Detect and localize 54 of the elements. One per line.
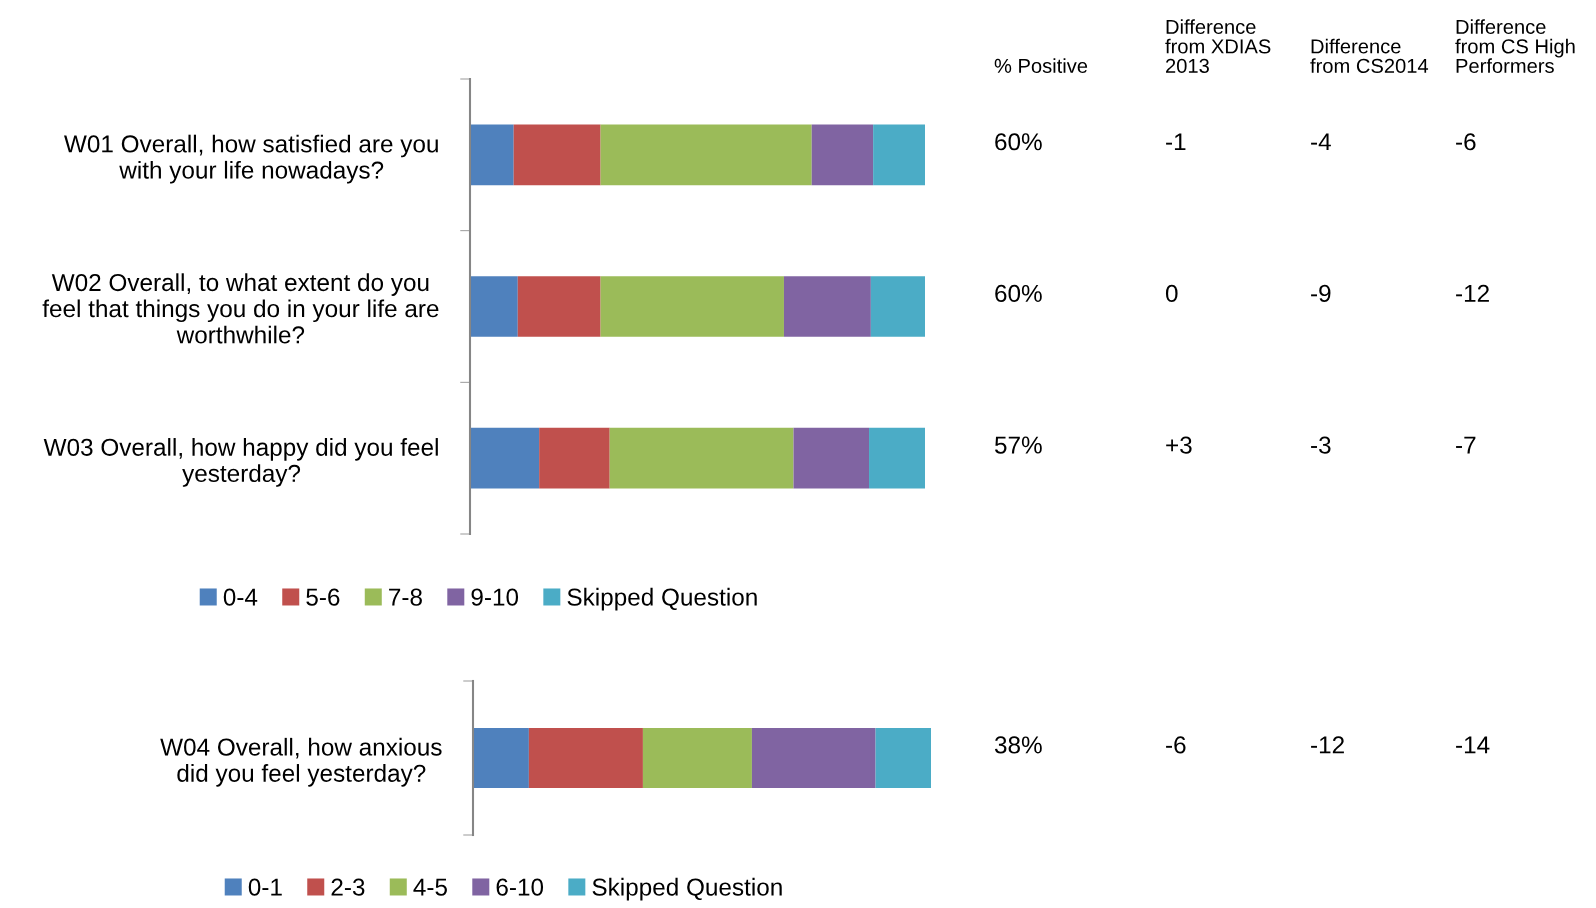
bar [470, 124, 514, 186]
text: -14 [1456, 736, 1490, 754]
category-label: Difference from XDIAS 2013 [1165, 19, 1271, 74]
y-tick-label: W04 Overall, how anxious did you feel yesterday? [160, 737, 442, 787]
legend-label: 0-4 [223, 588, 258, 606]
legend-label: 9-10 [471, 588, 519, 606]
text: -1 [1166, 133, 1186, 151]
bar [539, 427, 610, 489]
bar [528, 727, 643, 789]
category-label: % Positive [994, 58, 1088, 74]
legend-label: Skipped Question [567, 587, 757, 611]
bar [793, 427, 870, 489]
category-label: Difference from CS2014 [1310, 38, 1429, 74]
y-tick-label: W01 Overall, how satisfied are you with your life nowadays? [64, 134, 438, 184]
bar [642, 727, 752, 789]
legend-label: 7-8 [389, 588, 422, 606]
bar [470, 427, 540, 489]
text: 57% [994, 436, 1042, 454]
bar [600, 276, 784, 337]
legend-label: 4-5 [413, 878, 447, 896]
bar [751, 727, 876, 789]
bar [517, 276, 601, 337]
text: -6 [1456, 133, 1476, 151]
category-label: Difference from CS High Performers [1455, 19, 1575, 74]
legend-label: 6-10 [496, 878, 544, 896]
text: -4 [1311, 133, 1331, 151]
y-tick-label: W03 Overall, how happy did you feel yesterday? [43, 438, 438, 487]
bar [609, 427, 794, 489]
bar [869, 427, 925, 489]
text: 0 [1165, 284, 1178, 303]
legend-label: Skipped Question [592, 877, 782, 901]
legend-label: 5-6 [306, 588, 340, 606]
legend-label: 2-3 [331, 878, 365, 896]
bar [600, 124, 812, 186]
text: -6 [1166, 736, 1186, 754]
text: 60% [995, 133, 1042, 151]
bar [875, 727, 931, 789]
y-tick-label: W02 Overall, to what extent do you feel that things you do in your life are worthwhile? [42, 273, 439, 344]
bar [783, 276, 871, 337]
text: -12 [1456, 284, 1489, 302]
bar [473, 727, 529, 789]
text: -12 [1311, 736, 1344, 754]
text: 60% [995, 284, 1042, 303]
bar [870, 276, 925, 337]
text: 38% [994, 736, 1042, 754]
bar [873, 124, 925, 186]
legend-label: 0-1 [248, 878, 282, 896]
bar [513, 124, 601, 186]
bar [811, 124, 874, 186]
text: -3 [1311, 436, 1331, 454]
text: -7 [1456, 436, 1476, 454]
text: -9 [1311, 284, 1331, 303]
bar [470, 276, 518, 337]
text: +3 [1166, 436, 1192, 454]
